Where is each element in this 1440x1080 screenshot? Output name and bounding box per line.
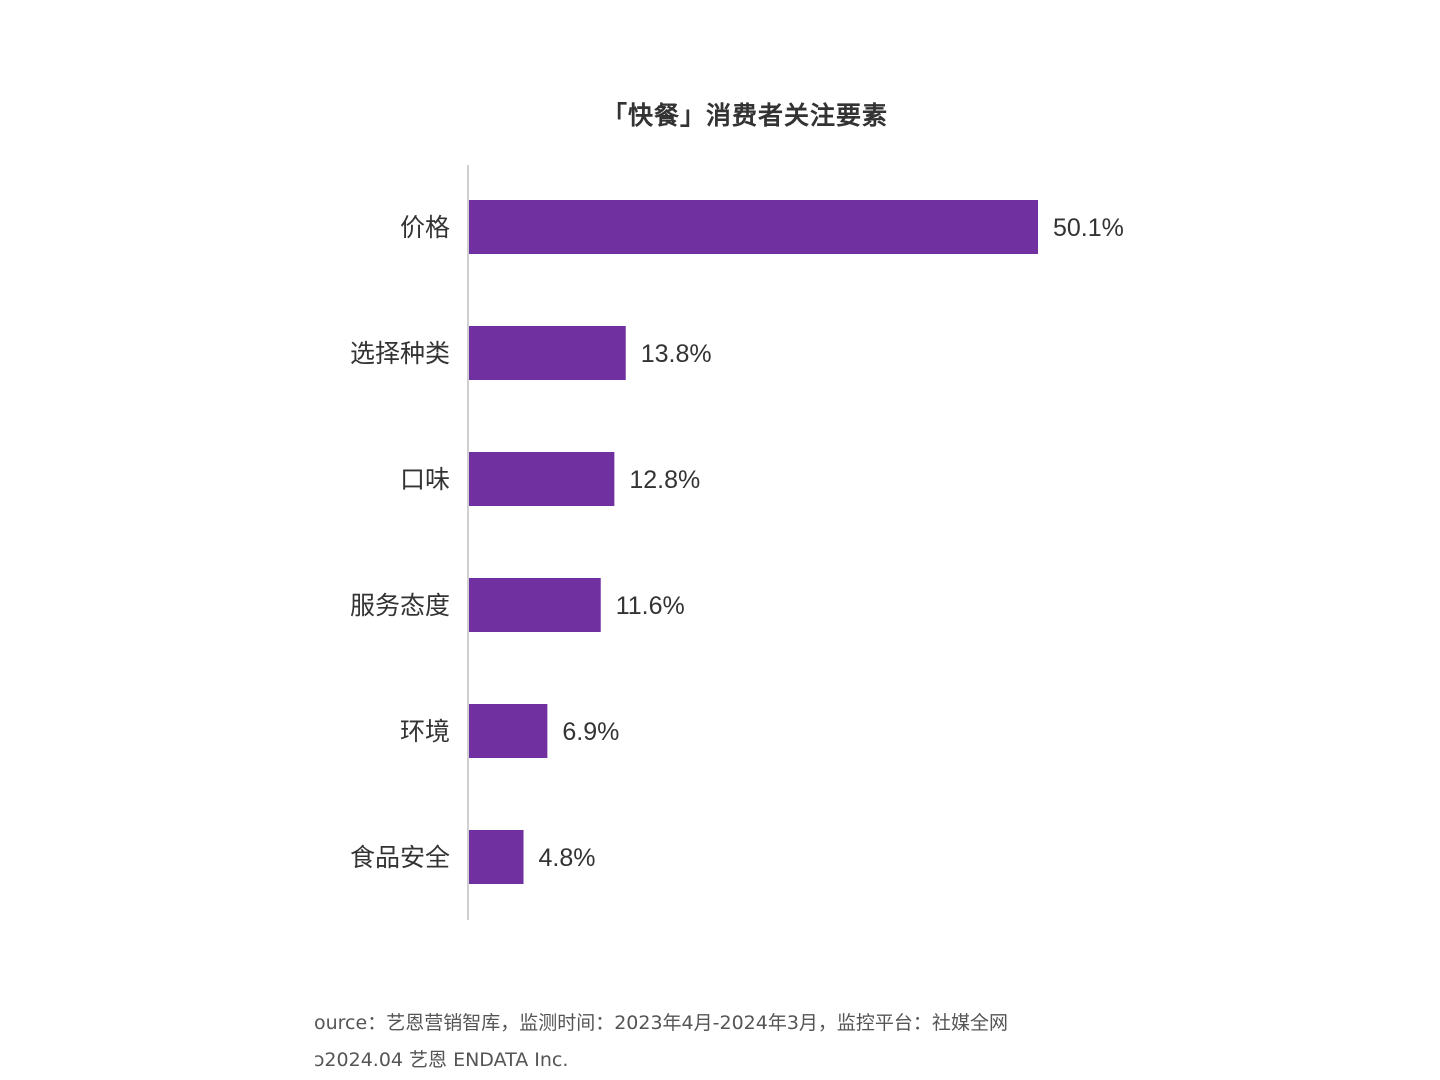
bar bbox=[469, 200, 1038, 254]
category-tick-label: 口味 bbox=[400, 465, 450, 494]
footer-source-text: ource：艺恩营销智库，监测时间：2023年4月-2024年3月，监控平台：社… bbox=[314, 1012, 1008, 1034]
bar bbox=[469, 704, 548, 758]
footer-copyright-text: ɔ2024.04 艺恩 ENDATA Inc. bbox=[314, 1049, 569, 1071]
category-tick-label: 价格 bbox=[400, 213, 450, 242]
bar bbox=[469, 830, 524, 884]
category-tick-label: 食品安全 bbox=[350, 843, 450, 872]
chart-title: 「快餐」消费者关注要素 bbox=[601, 101, 888, 130]
category-tick-label: 服务态度 bbox=[350, 591, 450, 620]
bar-chart: 价格 50.1% 选择种类 13.8% 口味 12.8% 服务态度 11.6% 环境 6.9% 食品… bbox=[350, 165, 1124, 920]
bar-value-label: 6.9% bbox=[562, 718, 619, 746]
category-tick-label: 选择种类 bbox=[350, 339, 450, 368]
bar-value-label: 50.1% bbox=[1053, 214, 1124, 242]
bar-value-label: 13.8% bbox=[641, 340, 712, 368]
bar bbox=[469, 578, 601, 632]
bar-value-label: 4.8% bbox=[539, 844, 596, 872]
bar bbox=[469, 452, 615, 506]
category-tick-label: 环境 bbox=[400, 717, 450, 746]
bar-value-label: 11.6% bbox=[616, 592, 685, 620]
bar-value-label: 12.8% bbox=[629, 466, 700, 494]
bar bbox=[469, 326, 626, 380]
